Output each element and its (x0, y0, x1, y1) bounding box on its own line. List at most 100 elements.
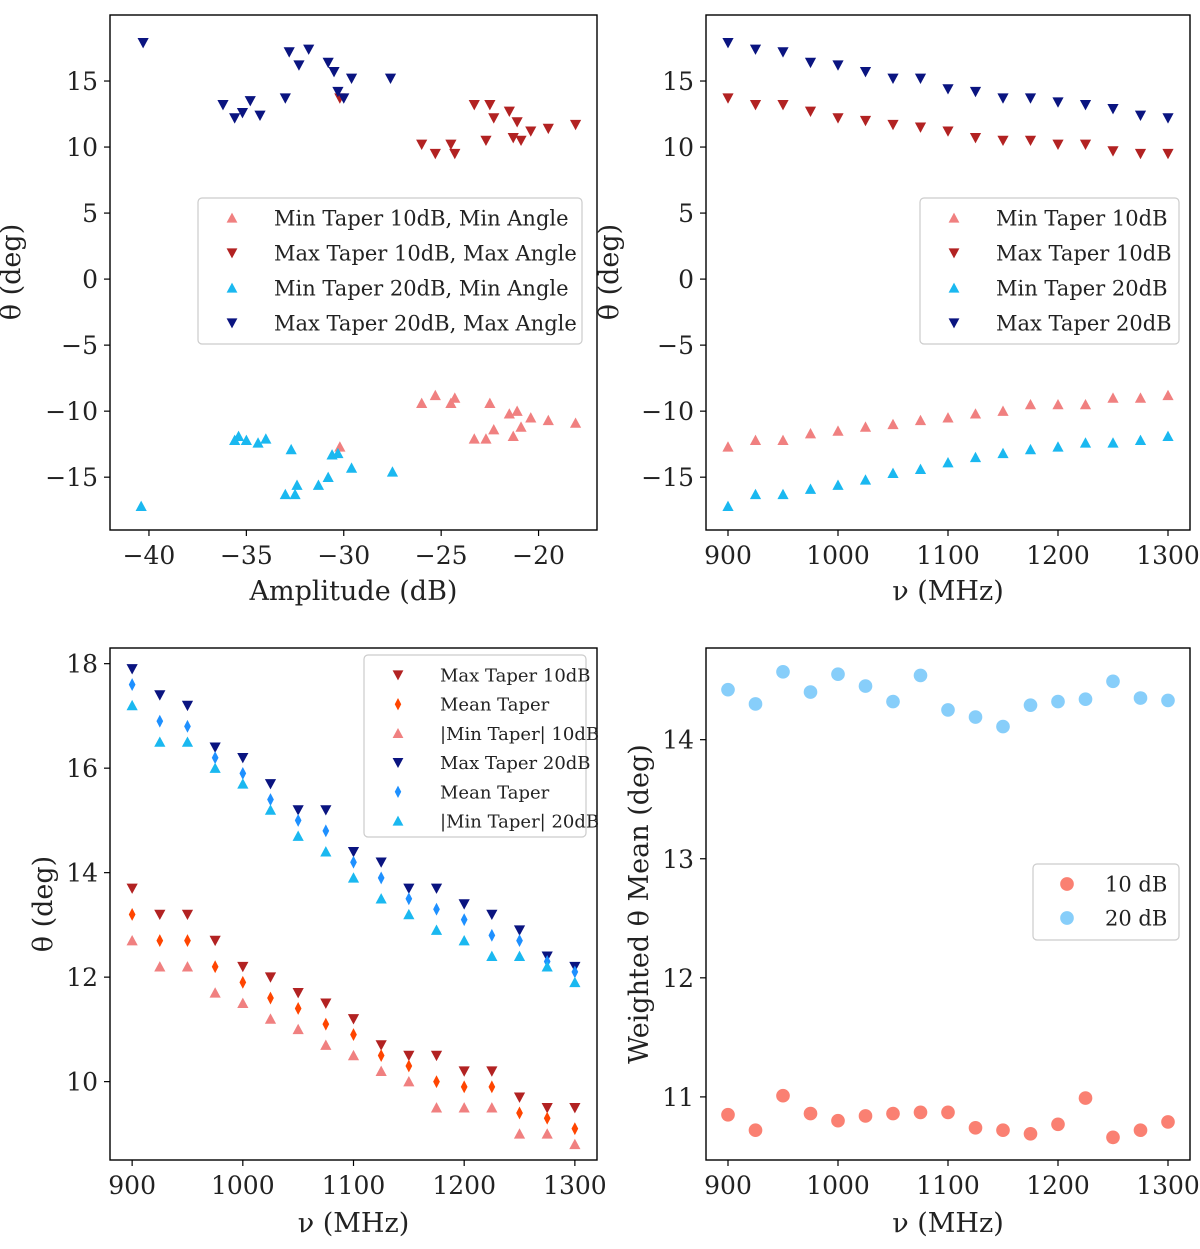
x-tick-label: −30 (317, 541, 370, 570)
data-point (749, 44, 762, 55)
data-point (516, 934, 523, 948)
y-tick-label: 15 (66, 67, 98, 96)
data-point (322, 1017, 330, 1031)
data-point (748, 1123, 763, 1138)
data-point (322, 57, 334, 69)
data-point (377, 1049, 385, 1062)
data-point (154, 690, 166, 701)
legend-marker (394, 785, 402, 799)
data-point (237, 752, 249, 764)
data-point (237, 778, 249, 789)
data-point (294, 813, 302, 827)
panel-tr: 900 1000 1100 1200 1300 −15 −10 −5 0 5 10 15 ν (MHz)… (594, 14, 1200, 607)
data-point (942, 457, 954, 468)
data-point (236, 107, 249, 119)
data-point (320, 998, 332, 1009)
data-point (1023, 698, 1038, 712)
data-point (887, 418, 899, 430)
data-point (430, 883, 443, 894)
data-point (503, 408, 515, 419)
y-tick-label: 12 (662, 964, 694, 993)
x-tick-label: 1300 (543, 1171, 607, 1200)
x-tick-label: 900 (108, 1171, 156, 1200)
data-points (135, 37, 582, 511)
series-max-taper-10db-max-angle (334, 93, 582, 160)
legend-label: |Min Taper| 20dB (440, 811, 599, 832)
data-point (430, 1050, 443, 1062)
data-point (347, 846, 360, 858)
data-point (831, 667, 845, 682)
data-point (968, 710, 983, 724)
data-point (1134, 434, 1147, 445)
data-point (338, 93, 350, 104)
data-point (320, 1039, 332, 1050)
data-point (229, 113, 241, 124)
data-point (913, 668, 928, 683)
y-tick-label: 10 (66, 1068, 98, 1097)
data-point (969, 451, 982, 463)
series-min-taper-10db (126, 934, 581, 1150)
data-point (429, 148, 441, 160)
data-point (239, 766, 247, 780)
data-point (1106, 1130, 1120, 1145)
data-point (969, 133, 982, 144)
data-point (252, 437, 264, 448)
data-point (803, 1106, 818, 1121)
data-point (350, 855, 357, 869)
series-min-taper-10db-min-angle (334, 389, 582, 452)
data-point (1051, 1117, 1065, 1132)
data-point (804, 57, 817, 69)
data-point (804, 428, 817, 439)
data-point (488, 928, 496, 942)
data-point (513, 1092, 526, 1103)
data-point (542, 123, 554, 135)
data-point (126, 883, 138, 894)
data-point (264, 804, 277, 815)
data-point (569, 976, 581, 988)
legend-box (197, 197, 583, 345)
legend-marker (392, 758, 404, 768)
data-point (515, 135, 527, 147)
data-point (511, 117, 523, 128)
data-point (181, 909, 194, 921)
legend-label: Max Taper 10dB (996, 242, 1172, 266)
data-point (997, 135, 1009, 147)
data-point (449, 148, 461, 160)
data-point (291, 479, 303, 490)
x-axis-label: ν (MHz) (298, 1208, 409, 1239)
data-point (488, 1080, 496, 1094)
legend-label: Max Taper 10dB, Max Angle (274, 242, 577, 266)
data-point (488, 424, 500, 435)
data-point (887, 119, 899, 131)
data-points (721, 664, 1175, 1145)
legend-marker (392, 670, 404, 681)
data-point (430, 1102, 443, 1113)
data-point (294, 1002, 302, 1015)
data-point (254, 110, 266, 121)
data-point (511, 405, 523, 416)
legend-marker (226, 212, 238, 223)
data-point (460, 913, 468, 927)
x-axis-label: Amplitude (dB) (249, 576, 458, 607)
data-point (128, 908, 136, 921)
data-point (209, 742, 221, 753)
data-point (722, 37, 734, 49)
data-point (1107, 103, 1119, 115)
y-tick-label: 18 (66, 650, 98, 679)
data-point (416, 139, 428, 151)
panel-br: 900 1000 1100 1200 1300 11 12 13 14 ν (MHz) Weight… (624, 647, 1200, 1239)
series-min-taper-10db (722, 389, 1174, 452)
data-point (484, 397, 496, 408)
data-point (486, 1066, 498, 1077)
x-tick-label: 1100 (916, 1171, 980, 1200)
data-point (1024, 93, 1037, 104)
data-point (403, 883, 415, 894)
data-point (525, 126, 537, 137)
data-point (722, 441, 734, 452)
data-point (886, 1106, 900, 1121)
data-point (1107, 146, 1119, 157)
y-tick-label: 15 (662, 67, 694, 96)
data-point (486, 1102, 498, 1113)
data-point (513, 1128, 526, 1139)
series-max-taper-10db (722, 93, 1174, 160)
